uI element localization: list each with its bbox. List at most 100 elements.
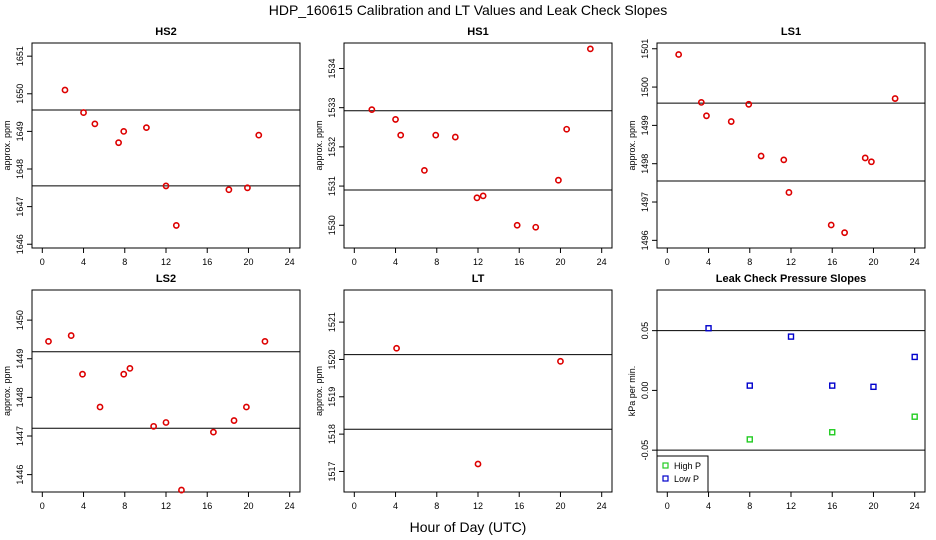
- x-tick-label: 20: [868, 257, 878, 267]
- data-point-low-p: [829, 382, 836, 389]
- panel-ls1: LS1 0 4 8 12 16 20 24 1496 1497 1498 1499 1500 1501 ap…: [627, 26, 926, 267]
- data-point: [126, 365, 134, 372]
- data-point: [780, 156, 788, 164]
- y-tick-label: 1501: [640, 39, 650, 59]
- data-point: [675, 51, 683, 58]
- x-tick-label: 0: [665, 257, 670, 267]
- x-tick-label: 24: [910, 501, 920, 511]
- data-point: [61, 86, 69, 94]
- data-point: [368, 106, 376, 114]
- y-axis-label: approx. ppm: [314, 120, 324, 170]
- x-tick-label: 20: [868, 501, 878, 511]
- x-tick-label: 0: [40, 501, 45, 511]
- y-tick-label: 1531: [327, 176, 337, 196]
- data-point-low-p: [870, 383, 877, 391]
- x-tick-label: 24: [910, 257, 920, 267]
- y-tick-label: 1518: [327, 424, 337, 444]
- x-tick-label: 12: [473, 501, 483, 511]
- data-point: [67, 332, 75, 339]
- x-tick-label: 4: [81, 257, 86, 267]
- panel-leak-check-pressure-slopes: Leak Check Pressure Slopes 0 4 8 12 16 20 24 -0.…: [627, 273, 926, 511]
- y-axis-label: approx. ppm: [2, 366, 12, 416]
- y-tick-label: 1446: [15, 465, 25, 485]
- data-point: [563, 125, 571, 133]
- x-tick-label: 0: [352, 501, 357, 511]
- data-point: [115, 139, 122, 147]
- y-tick-label: 1647: [15, 197, 25, 217]
- data-point: [45, 337, 52, 345]
- x-tick-label: 20: [243, 257, 253, 267]
- panel-title: LT: [472, 273, 485, 285]
- data-point: [420, 166, 428, 174]
- y-tick-label: 1650: [15, 84, 25, 104]
- y-tick-label: 1497: [640, 192, 650, 212]
- x-tick-label: 12: [161, 257, 171, 267]
- data-point: [451, 133, 459, 141]
- x-tick-label: 0: [665, 501, 670, 511]
- data-point: [868, 158, 875, 166]
- y-axis-label: approx. ppm: [2, 120, 12, 170]
- y-tick-label: -0.05: [640, 440, 650, 461]
- data-point: [785, 189, 793, 196]
- data-point: [150, 422, 158, 430]
- x-tick-label: 4: [393, 501, 398, 511]
- x-tick-label: 4: [393, 257, 398, 267]
- data-point: [255, 131, 263, 139]
- x-tick-label: 12: [786, 501, 796, 511]
- data-point: [162, 419, 170, 426]
- x-tick-label: 0: [352, 257, 357, 267]
- x-tick-label: 16: [514, 501, 524, 511]
- x-tick-label: 20: [555, 501, 565, 511]
- panel-ls2: LS2 0 4 8 12 16 20 24 1446 1447 1448 1449 1450 approx…: [2, 273, 301, 511]
- data-point: [143, 124, 150, 132]
- y-tick-label: 1447: [15, 426, 25, 446]
- y-tick-label: 1533: [327, 98, 337, 118]
- data-point: [120, 127, 128, 135]
- data-point: [586, 45, 594, 53]
- data-point-high-p: [911, 413, 918, 420]
- y-tick-label: 0.00: [640, 382, 650, 400]
- panel-hs1: HS1 0 4 8 12 16 20 24 1530 1531 1532 1533 1534 approx…: [314, 26, 613, 267]
- data-point: [172, 222, 180, 229]
- x-tick-label: 20: [243, 501, 253, 511]
- x-tick-label: 8: [434, 257, 439, 267]
- data-point-high-p: [829, 429, 836, 436]
- panel-lt: LT 0 4 8 12 16 20 24 1517 1518 1519 1520 1521 approx.…: [314, 273, 613, 511]
- data-point: [79, 370, 86, 378]
- plot-frame: [31, 289, 301, 493]
- data-point: [432, 131, 440, 139]
- plot-frame: [31, 42, 301, 249]
- y-tick-label: 1496: [640, 230, 650, 250]
- data-point: [80, 109, 87, 116]
- y-tick-label: 1498: [640, 154, 650, 174]
- y-axis-label: approx. ppm: [314, 366, 324, 416]
- x-tick-label: 4: [706, 501, 711, 511]
- data-point: [162, 182, 170, 190]
- x-tick-label: 8: [122, 501, 127, 511]
- panel-title: LS2: [156, 273, 176, 285]
- data-point: [473, 194, 481, 202]
- figure-title: HDP_160615 Calibration and LT Values and…: [269, 2, 667, 18]
- x-tick-label: 24: [597, 501, 607, 511]
- data-point: [120, 370, 128, 378]
- x-tick-label: 24: [285, 501, 295, 511]
- y-tick-label: 1534: [327, 58, 337, 78]
- x-tick-label: 8: [747, 501, 752, 511]
- data-point: [474, 460, 482, 468]
- panel-hs2: HS2 0 4 8 12 16 20 24 1646 1647 1648 1649 1650 1651 ap…: [2, 26, 301, 267]
- y-axis-label: kPa per min.: [627, 366, 637, 417]
- plot-frame: [343, 42, 613, 249]
- data-point: [727, 118, 735, 125]
- data-point: [225, 186, 233, 194]
- data-point-high-p: [746, 436, 753, 443]
- x-tick-label: 16: [514, 257, 524, 267]
- x-tick-label: 8: [122, 257, 127, 267]
- y-tick-label: 1521: [327, 312, 337, 332]
- x-tick-label: 8: [747, 257, 752, 267]
- data-point: [230, 417, 238, 424]
- plot-frame: [656, 42, 926, 249]
- panel-title: LS1: [781, 26, 801, 38]
- data-point: [242, 403, 250, 411]
- y-tick-label: 1449: [15, 349, 25, 369]
- data-point: [96, 403, 104, 411]
